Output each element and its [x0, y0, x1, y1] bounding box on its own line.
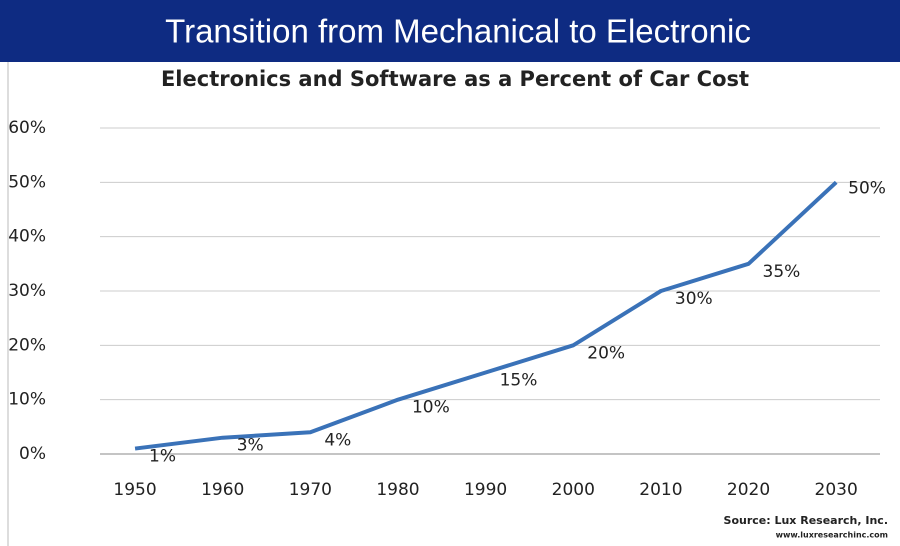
x-tick-label: 1990 — [464, 480, 507, 500]
line — [134, 180, 838, 451]
y-tick-label: 0% — [19, 444, 46, 464]
y-tick-label: 50% — [8, 172, 46, 192]
source: Source: Lux Research, Inc. — [724, 514, 888, 527]
x-tick-label: 2010 — [639, 480, 682, 500]
data-label: 35% — [763, 262, 801, 282]
y-tick-label: 10% — [8, 390, 46, 410]
x-tick-label: 2020 — [727, 480, 770, 500]
x-tick-label: 1980 — [376, 480, 419, 500]
chart-title: Electronics and Software as a Percent of… — [161, 67, 749, 91]
y-tick-label: 40% — [8, 227, 46, 247]
data-label: 30% — [675, 289, 713, 309]
data-label: 50% — [848, 178, 886, 198]
data-label: 20% — [587, 343, 625, 363]
data-label: 3% — [237, 436, 264, 456]
x-tick-label: 1970 — [289, 480, 332, 500]
header-title: Transition from Mechanical to Electronic — [165, 13, 751, 50]
y-tick-label: 20% — [8, 335, 46, 355]
x-tick-label: 1950 — [113, 480, 156, 500]
header-bar — [0, 0, 900, 62]
y-tick-label: 30% — [8, 281, 46, 301]
x-tick-label: 2030 — [815, 480, 858, 500]
data-label: 10% — [412, 398, 450, 418]
data-label: 4% — [324, 430, 351, 450]
x-tick-label: 2000 — [552, 480, 595, 500]
y-tick-label: 60% — [8, 118, 46, 138]
data-label: 1% — [149, 447, 176, 467]
data-label: 15% — [500, 371, 538, 391]
source-url: www.luxresearchinc.com — [776, 531, 888, 540]
x-tick-label: 1960 — [201, 480, 244, 500]
